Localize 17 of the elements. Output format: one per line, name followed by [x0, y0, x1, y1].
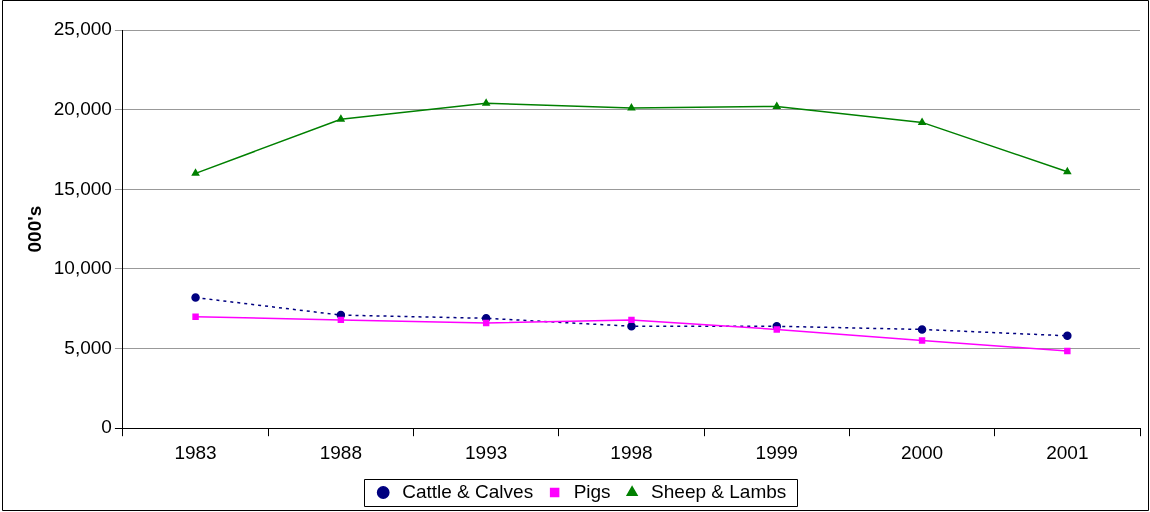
y-tick-label: 25,000 — [53, 18, 112, 40]
legend-label: Cattle & Calves — [402, 480, 534, 502]
y-tick-label: 15,000 — [53, 177, 112, 199]
y-tick-label: 20,000 — [53, 97, 112, 119]
y-tick-label: 0 — [101, 416, 112, 438]
x-tick-label: 1999 — [755, 441, 798, 463]
y-tick-label: 5,000 — [64, 336, 112, 358]
legend-label: Sheep & Lambs — [651, 480, 787, 502]
x-tick-label: 1988 — [319, 441, 362, 463]
x-tick-label: 1983 — [174, 441, 217, 463]
x-tick-label: 2000 — [900, 441, 944, 463]
x-tick-label: 1993 — [465, 441, 508, 463]
y-axis-title: 000's — [23, 205, 45, 253]
x-tick-label: 1998 — [610, 441, 653, 463]
legend-label: Pigs — [573, 480, 611, 502]
x-tick-label: 2001 — [1046, 441, 1089, 463]
y-tick-label: 10,000 — [53, 257, 112, 279]
